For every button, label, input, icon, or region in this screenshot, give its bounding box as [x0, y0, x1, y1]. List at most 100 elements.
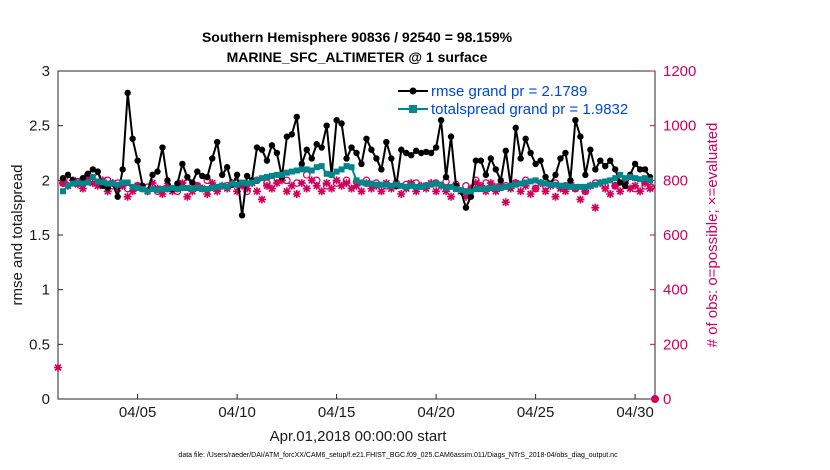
totalspread-point: [159, 186, 166, 193]
rmse-point: [119, 166, 126, 173]
totalspread-point: [358, 179, 365, 186]
rmse-point: [477, 157, 485, 164]
obs-possible-point: [243, 187, 251, 196]
rmse-point: [413, 147, 420, 155]
totalspread-point: [448, 183, 455, 190]
totalspread-point: [517, 180, 524, 187]
totalspread-point: [258, 175, 265, 182]
totalspread-point: [179, 184, 186, 191]
totalspread-point: [343, 163, 350, 170]
obs-evaluated-point: [347, 184, 356, 193]
obs-evaluated-point: [367, 184, 376, 193]
rmse-point: [184, 173, 191, 181]
footer-data-file: data file: /Users/raeder/DAI/ATM_forcXX/…: [178, 452, 618, 459]
obs-evaluated-point: [461, 192, 470, 201]
rmse-point: [189, 179, 196, 186]
totalspread-point: [298, 166, 305, 173]
obs-evaluated-point: [58, 179, 67, 188]
totalspread-point: [418, 183, 425, 190]
totalspread-point: [338, 166, 345, 173]
rmse-point: [84, 170, 92, 177]
rmse-point: [303, 146, 310, 153]
rmse-point: [268, 142, 276, 149]
totalspread-point: [69, 180, 76, 187]
obs-evaluated-point: [277, 176, 286, 185]
totalspread-point: [622, 175, 629, 182]
obs-end-marker: [651, 395, 659, 403]
rmse-point: [562, 149, 569, 157]
totalspread-point: [472, 186, 479, 193]
rmse-point: [343, 155, 350, 162]
totalspread-point: [467, 188, 474, 195]
rmse-point: [442, 173, 450, 181]
rmse-point: [621, 182, 629, 189]
rmse-point: [557, 155, 564, 162]
rmse-point: [602, 162, 609, 170]
totalspread-point: [587, 182, 594, 189]
obs-evaluated-point: [312, 181, 321, 190]
totalspread-point: [602, 178, 609, 185]
totalspread-point: [214, 183, 221, 190]
obs-evaluated-point: [123, 192, 132, 201]
totalspread-point: [99, 179, 106, 186]
obs-evaluated-point: [337, 181, 346, 190]
obs-evaluated-point: [501, 198, 510, 207]
obs-evaluated-point: [253, 187, 261, 196]
obs-evaluated-point: [491, 187, 500, 196]
rmse-point: [199, 172, 206, 180]
totalspread-point: [373, 181, 380, 188]
y-left-tick-label: 0: [42, 391, 50, 408]
rmse-point: [164, 177, 171, 184]
obs-evaluated-point: [103, 187, 112, 196]
totalspread-point: [278, 171, 285, 178]
totalspread-point: [129, 183, 136, 190]
obs-evaluated-point: [88, 179, 97, 188]
rmse-point: [398, 146, 405, 153]
rmse-point: [502, 147, 509, 155]
obs-evaluated-point: [178, 179, 187, 188]
y-right-tick-label: 1000: [663, 118, 696, 135]
rmse-point: [462, 204, 470, 211]
obs-evaluated-point: [287, 181, 296, 190]
rmse-point: [318, 144, 325, 151]
rmse-point: [179, 160, 186, 168]
totalspread-point: [383, 181, 390, 188]
y-left-tick-label: 3: [42, 63, 50, 80]
obs-possible-point: [322, 182, 331, 190]
totalspread-point: [403, 183, 410, 190]
totalspread-point: [542, 180, 549, 187]
rmse-point: [288, 131, 296, 138]
totalspread-point: [74, 179, 81, 186]
rmse-point: [607, 157, 614, 164]
totalspread-point: [124, 179, 131, 186]
obs-evaluated-point: [327, 184, 336, 193]
chart-title-line2: MARINE_SFC_ALTIMETER @ 1 surface: [227, 49, 488, 65]
y-right-tick-label: 800: [663, 172, 688, 189]
x-tick-label: 04/25: [517, 404, 555, 421]
totalspread-point: [627, 174, 634, 181]
rmse-point: [641, 166, 649, 173]
totalspread-point: [154, 187, 161, 194]
rmse-point: [616, 179, 624, 186]
obs-possible-point: [611, 182, 620, 190]
rmse-point: [218, 171, 226, 179]
rmse-point: [114, 193, 121, 200]
totalspread-point: [199, 186, 206, 193]
obs-possible-point: [292, 179, 301, 187]
totalspread-point: [522, 179, 529, 186]
chart-title-line1: Southern Hemisphere 90836 / 92540 = 98.1…: [202, 29, 513, 45]
totalspread-point: [254, 177, 260, 184]
rmse-point: [597, 157, 604, 164]
rmse-point: [388, 155, 395, 162]
obs-evaluated-point: [118, 181, 127, 190]
obs-evaluated-point: [292, 190, 301, 198]
totalspread-point: [169, 184, 176, 191]
rmse-point: [258, 146, 266, 153]
legend-spread-label: totalspread grand pr = 1.9832: [431, 101, 628, 118]
totalspread-point: [567, 183, 574, 190]
totalspread-point: [617, 171, 624, 178]
obs-evaluated-point: [272, 179, 281, 188]
rmse-point: [293, 113, 300, 121]
rmse-point: [59, 174, 67, 182]
